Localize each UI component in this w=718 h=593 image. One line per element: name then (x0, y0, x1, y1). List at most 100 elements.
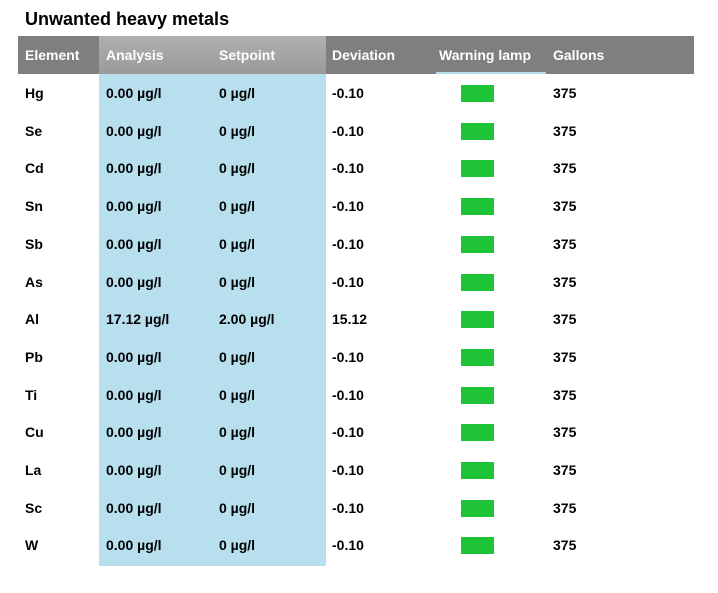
cell-analysis: 0.00 µg/l (106, 424, 162, 441)
table-row: Hg 0.00 µg/l 0 µg/l -0.10 375 (18, 74, 694, 112)
cell-analysis: 0.00 µg/l (106, 235, 162, 252)
cell-gallons: 375 (553, 348, 577, 365)
cell-deviation: -0.10 (332, 273, 364, 290)
warning-lamp-indicator (461, 348, 494, 366)
cell-gallons: 375 (553, 160, 577, 177)
cell-setpoint: 2.00 µg/l (219, 311, 275, 328)
table-row: Sb 0.00 µg/l 0 µg/l -0.10 375 (18, 225, 694, 263)
cell-setpoint: 0 µg/l (219, 160, 256, 177)
cell-deviation: -0.10 (332, 348, 364, 365)
cell-element: Sc (25, 499, 43, 516)
cell-element: Cd (25, 160, 44, 177)
analysis-setpoint-highlight (99, 74, 326, 566)
cell-gallons: 375 (553, 537, 577, 554)
table-row: Sc 0.00 µg/l 0 µg/l -0.10 375 (18, 489, 694, 527)
cell-gallons: 375 (553, 499, 577, 516)
cell-gallons: 375 (553, 273, 577, 290)
column-header-gallons: Gallons (553, 47, 605, 63)
cell-deviation: -0.10 (332, 537, 364, 554)
cell-deviation: -0.10 (332, 198, 364, 215)
cell-analysis: 0.00 µg/l (106, 122, 162, 139)
table-row: Pb 0.00 µg/l 0 µg/l -0.10 375 (18, 338, 694, 376)
cell-setpoint: 0 µg/l (219, 122, 256, 139)
table-row: La 0.00 µg/l 0 µg/l -0.10 375 (18, 451, 694, 489)
table-row: Sn 0.00 µg/l 0 µg/l -0.10 375 (18, 187, 694, 225)
cell-gallons: 375 (553, 235, 577, 252)
warning-lamp-indicator (461, 386, 494, 404)
column-header-setpoint: Setpoint (219, 47, 275, 63)
cell-analysis: 0.00 µg/l (106, 85, 162, 101)
cell-analysis: 0.00 µg/l (106, 499, 162, 516)
cell-deviation: 15.12 (332, 311, 368, 328)
cell-gallons: 375 (553, 85, 577, 101)
column-header-analysis: Analysis (106, 47, 164, 63)
cell-setpoint: 0 µg/l (219, 85, 256, 101)
cell-gallons: 375 (553, 198, 577, 215)
table-row: Ti 0.00 µg/l 0 µg/l -0.10 375 (18, 376, 694, 414)
cell-element: Ti (25, 386, 38, 403)
warning-lamp-indicator (461, 499, 494, 517)
cell-element: Sn (25, 198, 43, 215)
cell-setpoint: 0 µg/l (219, 537, 256, 554)
table-row: Al 17.12 µg/l 2.00 µg/l 15.12 375 (18, 300, 694, 338)
cell-element: W (25, 537, 39, 554)
cell-gallons: 375 (553, 424, 577, 441)
table-row: Se 0.00 µg/l 0 µg/l -0.10 375 (18, 112, 694, 150)
cell-element: Pb (25, 348, 43, 365)
cell-deviation: -0.10 (332, 499, 364, 516)
warning-lamp-indicator (461, 311, 494, 329)
cell-setpoint: 0 µg/l (219, 235, 256, 252)
cell-element: Sb (25, 235, 43, 252)
table-row: As 0.00 µg/l 0 µg/l -0.10 375 (18, 263, 694, 301)
warning-lamp-indicator (461, 122, 494, 140)
cell-element: Al (25, 311, 39, 328)
warning-lamp-indicator (461, 273, 494, 291)
warning-lamp-indicator (461, 424, 494, 442)
cell-deviation: -0.10 (332, 160, 364, 177)
warning-lamp-indicator (461, 462, 494, 479)
page-title: Unwanted heavy metals (25, 9, 230, 29)
cell-element: As (25, 273, 43, 290)
column-header-warning-lamp: Warning lamp (439, 47, 532, 63)
table-row: Cu 0.00 µg/l 0 µg/l -0.10 375 (18, 413, 694, 451)
table-row: W 0.00 µg/l 0 µg/l -0.10 375 (18, 526, 694, 564)
cell-deviation: -0.10 (332, 462, 364, 478)
cell-deviation: -0.10 (332, 424, 364, 441)
warning-lamp-indicator (461, 235, 494, 253)
cell-setpoint: 0 µg/l (219, 348, 256, 365)
header-highlight-band (99, 36, 326, 74)
header-lamp-underline (436, 36, 546, 74)
cell-gallons: 375 (553, 386, 577, 403)
cell-analysis: 0.00 µg/l (106, 273, 162, 290)
cell-setpoint: 0 µg/l (219, 462, 256, 478)
heavy-metals-table: Element Analysis Setpoint Deviation Warn… (18, 36, 694, 566)
cell-analysis: 0.00 µg/l (106, 386, 162, 403)
warning-lamp-indicator (461, 537, 494, 555)
column-header-deviation: Deviation (332, 47, 396, 63)
cell-element: Hg (25, 85, 44, 101)
cell-deviation: -0.10 (332, 235, 364, 252)
cell-setpoint: 0 µg/l (219, 386, 256, 403)
cell-analysis: 17.12 µg/l (106, 311, 170, 328)
cell-element: Cu (25, 424, 44, 441)
warning-lamp-indicator (461, 198, 494, 216)
cell-deviation: -0.10 (332, 122, 364, 139)
cell-analysis: 0.00 µg/l (106, 198, 162, 215)
cell-gallons: 375 (553, 462, 577, 478)
cell-element: La (25, 462, 42, 478)
warning-lamp-indicator (461, 85, 494, 102)
cell-analysis: 0.00 µg/l (106, 348, 162, 365)
cell-deviation: -0.10 (332, 85, 364, 101)
cell-element: Se (25, 122, 43, 139)
cell-setpoint: 0 µg/l (219, 424, 256, 441)
cell-gallons: 375 (553, 122, 577, 139)
cell-setpoint: 0 µg/l (219, 198, 256, 215)
table-header: Element Analysis Setpoint Deviation Warn… (18, 36, 694, 74)
cell-deviation: -0.10 (332, 386, 364, 403)
table-row: Cd 0.00 µg/l 0 µg/l -0.10 375 (18, 149, 694, 187)
warning-lamp-indicator (461, 160, 494, 178)
table-body: Hg 0.00 µg/l 0 µg/l -0.10 375 Se 0.00 µg/l 0 µg… (18, 74, 694, 566)
column-header-element: Element (25, 47, 80, 63)
cell-analysis: 0.00 µg/l (106, 462, 162, 478)
cell-setpoint: 0 µg/l (219, 273, 256, 290)
